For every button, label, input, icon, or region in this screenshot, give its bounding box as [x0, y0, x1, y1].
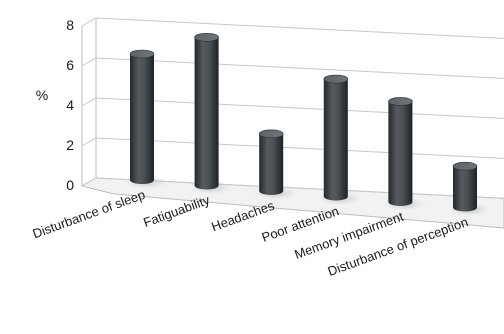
y-tick-label: 2 [66, 137, 74, 153]
bar [382, 97, 427, 211]
bar [188, 32, 233, 195]
gridline [95, 57, 504, 79]
bar-top [323, 74, 349, 84]
bars [124, 32, 491, 217]
bar [317, 74, 362, 206]
bar [447, 161, 491, 217]
gridline [95, 137, 504, 159]
bar-body [453, 166, 477, 212]
gridline-depth [81, 97, 97, 107]
bar [253, 129, 298, 200]
y-tick-label: 8 [66, 17, 74, 33]
y-axis-label: % [36, 87, 48, 103]
bar-top [258, 129, 284, 139]
bar-body [194, 37, 219, 190]
gridline-depth [81, 57, 97, 67]
bar-body [388, 101, 413, 206]
y-tick-label: 4 [66, 97, 74, 113]
y-axis-ticks: 0 2 4 6 8 [66, 17, 74, 193]
gridline-depth [81, 177, 97, 187]
y-tick-label: 6 [66, 57, 74, 73]
gridline [95, 17, 504, 39]
bar-body [130, 54, 154, 184]
bar-top [194, 32, 219, 42]
gridline [95, 97, 504, 119]
y-tick-label: 0 [66, 177, 74, 193]
bar-top [129, 49, 155, 59]
bar-body [259, 133, 284, 195]
bar-top [388, 97, 413, 106]
bar-body [323, 79, 348, 201]
gridline-depth [81, 137, 97, 147]
gridline-depth [81, 17, 97, 27]
bar-top [452, 161, 478, 171]
x-tick-label: Disturbance of sleep [31, 187, 147, 242]
gridlines [81, 17, 504, 199]
bar [124, 49, 168, 189]
